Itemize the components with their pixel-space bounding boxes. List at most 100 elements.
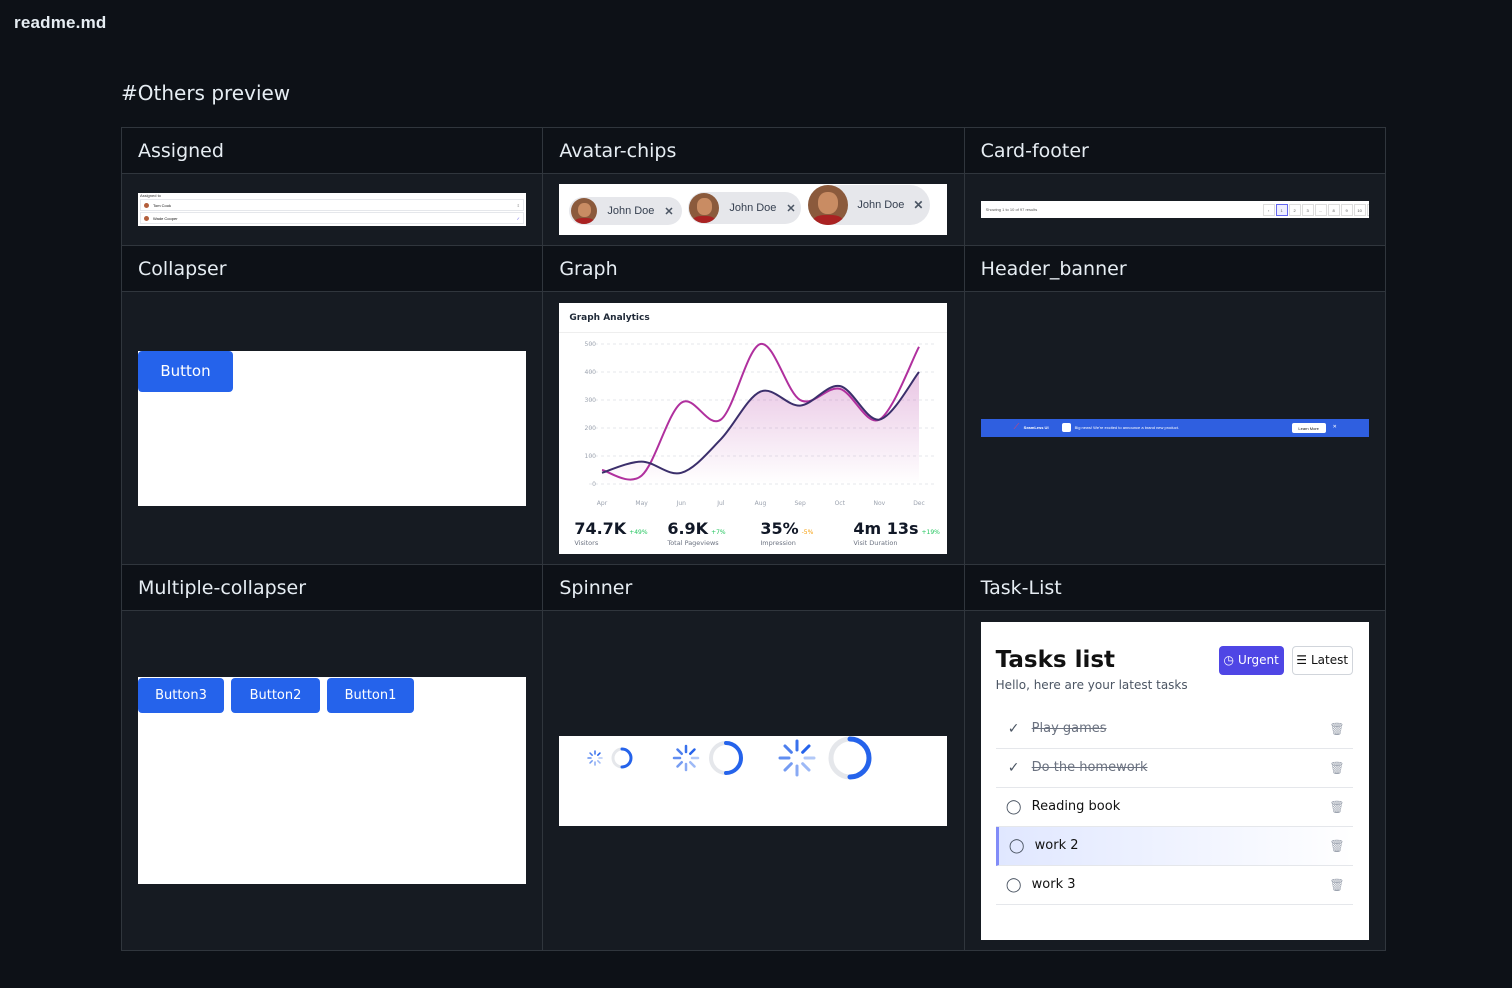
brand-name: SeamLess UI (1023, 425, 1049, 430)
stat-label: Total Pageviews (667, 538, 719, 547)
learn-more-button[interactable]: Learn More (1291, 423, 1326, 433)
spinner-spoke (589, 759, 594, 764)
prev-page-button[interactable]: ‹ (1262, 204, 1275, 216)
x-tick-label: Aug (755, 500, 767, 507)
urgent-button[interactable]: ◷ Urgent (1218, 645, 1284, 675)
list-icon: ☰ (1296, 653, 1307, 667)
multiple-collapser-preview: Button3 Button2 Button1 (138, 677, 526, 884)
y-tick-label: 400 (585, 369, 597, 376)
stat-delta: +19% (921, 528, 940, 536)
close-icon[interactable]: ✕ (1332, 424, 1337, 430)
cell-title-avatar-chips: Avatar-chips (542, 127, 965, 174)
stat-delta: -5% (801, 528, 814, 536)
clock-icon: ◷ (1223, 653, 1234, 667)
page-button[interactable]: 10 (1353, 204, 1366, 216)
spinner-arc-large (847, 736, 872, 779)
spinner-arc-medium (724, 740, 744, 775)
task-label: Play games (1031, 721, 1107, 736)
spinner-set (587, 736, 872, 779)
check-circle-icon[interactable]: ◯ (1005, 798, 1022, 815)
assigned-preview[interactable]: Assigned to Tom Cook ⇕ Wade Cooper ✓ (138, 193, 526, 226)
assigned-option[interactable]: Wade Cooper ✓ (140, 212, 524, 224)
y-tick-label: 500 (585, 341, 597, 348)
collapse-button-1[interactable]: Button1 (327, 678, 414, 713)
pagination: ‹ 1 2 3 ... 8 9 10 › (1262, 204, 1369, 216)
latest-button[interactable]: ☰ Latest (1291, 645, 1353, 675)
cell-title-multiple-collapser: Multiple-collapser (120, 564, 544, 611)
trash-icon[interactable]: 🗑 (1329, 799, 1345, 814)
page-ellipsis: ... (1314, 204, 1327, 216)
check-circle-icon[interactable]: ◯ (1008, 837, 1025, 854)
page-button[interactable]: 8 (1327, 204, 1340, 216)
file-name: readme.md (14, 13, 107, 32)
graph-title: Graph Analytics (569, 312, 650, 323)
cell-title-task-list: Task-List (963, 564, 1387, 611)
x-tick-label: Dec (914, 500, 926, 507)
task-row[interactable]: ◯ Reading book 🗑 (995, 788, 1353, 827)
page-button[interactable]: 2 (1288, 204, 1301, 216)
stat-delta: +7% (711, 528, 726, 536)
stat-value: 6.9K (667, 518, 709, 538)
collapse-button[interactable]: Button (138, 350, 233, 392)
header-banner-preview: ⟋ SeamLess UI Big news! We're excited to… (980, 419, 1369, 437)
cell-multiple-collapser: Button3 Button2 Button1 (120, 610, 544, 951)
task-label: work 2 (1034, 838, 1079, 853)
task-row[interactable]: ✓ Do the homework 🗑 (995, 749, 1353, 788)
cell-collapser: Button (120, 291, 544, 565)
graph-preview: Graph Analytics 0 100 200 300 400 500 Apr May J… (559, 302, 948, 554)
task-row[interactable]: ✓ Play games 🗑 (995, 710, 1353, 749)
task-row[interactable]: ◯ work 3 🗑 (995, 866, 1353, 905)
stat-label: Impression (760, 538, 796, 547)
x-tick-label: Jun (676, 500, 687, 507)
tasks-title: Tasks list (995, 646, 1116, 673)
task-row[interactable]: ◯ work 2 🗑 (995, 826, 1353, 866)
close-icon[interactable]: ✕ (786, 202, 796, 215)
y-tick-label: 300 (585, 397, 597, 404)
next-page-button[interactable]: › (1366, 204, 1369, 216)
cell-spinner (542, 610, 965, 951)
spinner-spoke (676, 747, 684, 755)
trash-icon[interactable]: 🗑 (1329, 838, 1345, 853)
chevron-updown-icon: ⇕ (516, 202, 520, 208)
cell-card-footer: Showing 1 to 10 of 97 results ‹ 1 2 3 ..… (963, 173, 1387, 246)
check-circle-icon[interactable]: ◯ (1005, 876, 1022, 893)
collapse-button-2[interactable]: Button2 (231, 678, 320, 713)
page-button[interactable]: 9 (1340, 204, 1353, 216)
tasks-subtitle: Hello, here are your latest tasks (995, 677, 1188, 692)
y-tick-label: 100 (585, 453, 597, 460)
close-icon[interactable]: ✕ (664, 205, 674, 218)
spinner-preview (559, 735, 948, 826)
latest-label: Latest (1310, 653, 1349, 667)
assigned-option[interactable]: Tom Cook ⇕ (140, 199, 524, 211)
check-icon[interactable]: ✓ (1007, 759, 1020, 776)
page-button[interactable]: 3 (1301, 204, 1314, 216)
y-tick-label: 0 (593, 481, 597, 488)
logo-icon: ⟋ (1013, 422, 1020, 431)
stat-visitors: 74.7K +49% Visitors (574, 519, 647, 547)
page-button[interactable]: 1 (1275, 204, 1288, 216)
avatar-chip[interactable]: John Doe ✕ (688, 192, 802, 224)
trash-icon[interactable]: 🗑 (1329, 721, 1345, 736)
spinner-spoke (589, 751, 594, 756)
close-icon[interactable]: ✕ (913, 198, 924, 212)
stat-visit-duration: 4m 13s +19% Visit Duration (853, 519, 940, 547)
trash-icon[interactable]: 🗑 (1329, 760, 1345, 775)
assigned-option-label: Wade Cooper (153, 215, 178, 221)
cell-title-assigned: Assigned (120, 127, 544, 174)
spinner-spoke (783, 743, 794, 754)
section-heading: #Others preview (121, 81, 291, 105)
trash-icon[interactable]: 🗑 (1329, 877, 1345, 892)
avatar-chips-preview: John Doe ✕ John Doe ✕ John Doe ✕ (559, 184, 948, 235)
spinner-spoke (689, 760, 697, 768)
stat-value: 35% (760, 518, 799, 538)
spinner-dots-small (587, 749, 604, 766)
collapse-button-3[interactable]: Button3 (138, 678, 224, 713)
avatar (808, 185, 849, 225)
stat-label: Visitors (574, 538, 599, 547)
cell-title-collapser: Collapser (120, 245, 544, 292)
avatar-chip[interactable]: John Doe ✕ (808, 185, 931, 225)
check-icon[interactable]: ✓ (1007, 720, 1020, 737)
cell-title-card-footer: Card-footer (963, 127, 1387, 174)
check-icon: ✓ (516, 215, 520, 221)
avatar-chip[interactable]: John Doe ✕ (569, 197, 683, 225)
